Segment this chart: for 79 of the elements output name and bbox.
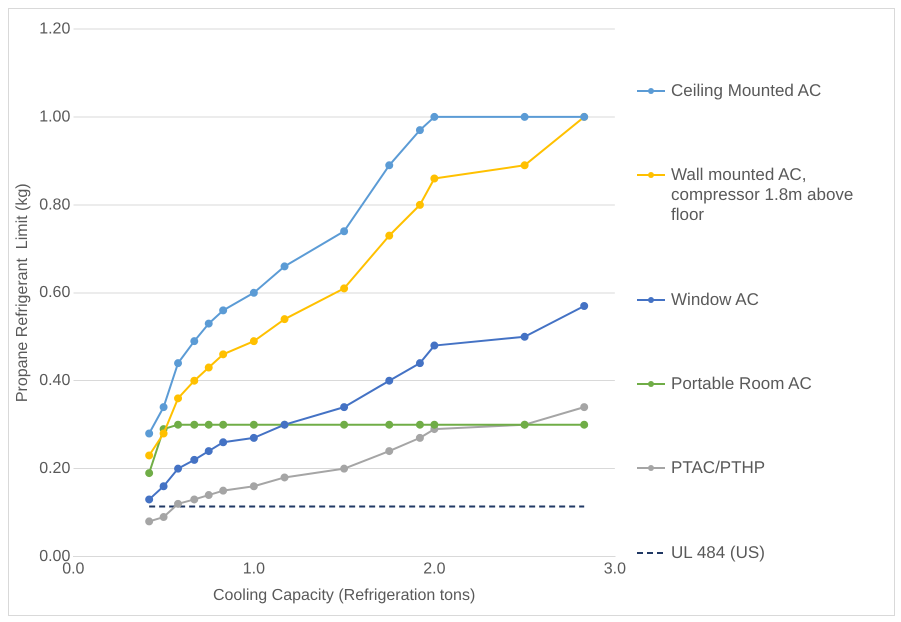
point: [580, 403, 588, 412]
point: [174, 394, 182, 402]
point: [190, 420, 198, 429]
y-tick-label: 0.40: [39, 372, 70, 390]
point: [385, 447, 394, 456]
point: [250, 434, 258, 442]
point: [385, 376, 394, 385]
legend-label: PTAC/PTHP: [671, 458, 766, 478]
point: [219, 350, 228, 358]
point: [340, 403, 348, 412]
point: [174, 359, 182, 368]
point: [430, 420, 438, 429]
point: [190, 456, 198, 464]
point: [416, 420, 424, 429]
point: [430, 342, 438, 350]
point: [160, 429, 168, 438]
point: [580, 420, 588, 429]
point: [416, 359, 424, 368]
point: [280, 473, 289, 482]
legend-label: UL 484 (US): [671, 542, 765, 563]
point: [160, 403, 168, 412]
point: [190, 495, 198, 504]
point: [145, 469, 154, 478]
legend-label: Wall mounted AC, compressor 1.8m above floor: [671, 165, 854, 226]
y-tick-label: 1.20: [39, 20, 70, 38]
point: [250, 482, 258, 490]
point: [520, 112, 529, 121]
point: [416, 126, 424, 134]
point: [204, 420, 213, 429]
x-tick-label: 3.0: [604, 560, 626, 578]
point: [204, 364, 213, 372]
point: [174, 500, 182, 508]
point: [145, 451, 154, 460]
point: [580, 302, 588, 310]
point: [250, 420, 258, 429]
point: [385, 420, 394, 429]
point: [250, 288, 258, 297]
y-axis-title: Propane Refrigerant Limit (kg): [14, 183, 32, 402]
point: [190, 337, 198, 346]
point: [174, 420, 182, 429]
point: [340, 464, 348, 473]
x-tick-label: 2.0: [423, 560, 446, 578]
x-axis-title: Cooling Capacity (Refrigeration tons): [212, 586, 476, 604]
point: [160, 513, 168, 522]
point: [204, 320, 213, 328]
point: [385, 161, 394, 170]
point: [219, 420, 228, 429]
point: [520, 332, 529, 341]
point: [430, 112, 438, 121]
point: [416, 200, 424, 209]
point: [190, 376, 198, 385]
point: [145, 517, 154, 526]
point: [250, 337, 258, 346]
point: [280, 262, 289, 270]
point: [219, 486, 228, 495]
point: [145, 495, 154, 504]
point: [174, 464, 182, 473]
y-tick-label: 0.20: [39, 460, 70, 478]
legend-label: Window AC: [671, 290, 759, 310]
point: [204, 447, 213, 456]
point: [219, 306, 228, 314]
point: [340, 284, 348, 292]
point: [340, 227, 348, 236]
point: [520, 161, 529, 170]
legend-label: Ceiling Mounted AC: [671, 81, 822, 102]
point: [340, 420, 348, 429]
y-tick-label: 0.60: [39, 284, 70, 302]
point: [416, 434, 424, 442]
x-tick-label: 1.0: [242, 560, 266, 578]
point: [280, 315, 289, 324]
y-tick-label: 1.00: [39, 108, 70, 126]
legend-label: Portable Room AC: [671, 374, 812, 394]
point: [430, 174, 438, 182]
point: [204, 491, 213, 500]
point: [385, 232, 394, 240]
point: [145, 429, 154, 438]
point: [219, 438, 228, 446]
point: [160, 482, 168, 490]
y-tick-label: 0.80: [39, 196, 70, 214]
